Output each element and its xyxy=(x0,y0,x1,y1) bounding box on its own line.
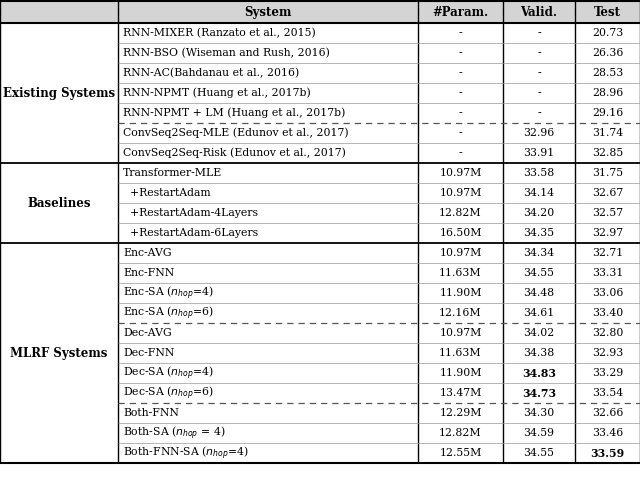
Text: -: - xyxy=(459,28,462,38)
Text: -: - xyxy=(537,28,541,38)
Text: Enc-FNN: Enc-FNN xyxy=(123,268,174,278)
Text: -: - xyxy=(459,68,462,78)
Text: 29.16: 29.16 xyxy=(592,108,623,118)
Text: -: - xyxy=(459,128,462,138)
Text: #Param.: #Param. xyxy=(433,5,488,18)
Text: 26.36: 26.36 xyxy=(592,48,623,58)
Text: 16.50M: 16.50M xyxy=(439,228,482,238)
Text: Dec-FNN: Dec-FNN xyxy=(123,348,174,358)
Text: Enc-SA ($n_{hop}$=6): Enc-SA ($n_{hop}$=6) xyxy=(123,304,214,322)
Text: -: - xyxy=(537,48,541,58)
Text: 32.80: 32.80 xyxy=(592,328,623,338)
Text: 34.20: 34.20 xyxy=(524,208,555,218)
Text: 12.82M: 12.82M xyxy=(439,208,482,218)
Text: 12.82M: 12.82M xyxy=(439,428,482,438)
Text: 28.96: 28.96 xyxy=(592,88,623,98)
Text: ConvSeq2Seq-Risk (Edunov et al., 2017): ConvSeq2Seq-Risk (Edunov et al., 2017) xyxy=(123,148,346,158)
Text: 32.96: 32.96 xyxy=(524,128,555,138)
Text: 34.73: 34.73 xyxy=(522,387,556,398)
Text: 34.48: 34.48 xyxy=(524,288,555,298)
Text: RNN-NPMT + LM (Huang et al., 2017b): RNN-NPMT + LM (Huang et al., 2017b) xyxy=(123,108,346,119)
Text: 31.74: 31.74 xyxy=(592,128,623,138)
Text: 10.97M: 10.97M xyxy=(439,168,482,178)
Text: 32.71: 32.71 xyxy=(592,248,623,258)
Text: 11.90M: 11.90M xyxy=(439,368,482,378)
Text: System: System xyxy=(244,5,292,18)
Text: 32.67: 32.67 xyxy=(592,188,623,198)
Text: 10.97M: 10.97M xyxy=(439,248,482,258)
Text: Both-SA ($n_{hop}$ = 4): Both-SA ($n_{hop}$ = 4) xyxy=(123,424,225,442)
Text: 12.16M: 12.16M xyxy=(439,308,482,318)
Text: 33.29: 33.29 xyxy=(592,368,623,378)
Text: -: - xyxy=(459,148,462,158)
Text: 34.14: 34.14 xyxy=(524,188,555,198)
Text: 12.29M: 12.29M xyxy=(439,408,482,418)
Text: 32.97: 32.97 xyxy=(592,228,623,238)
Text: 20.73: 20.73 xyxy=(592,28,623,38)
Text: 33.91: 33.91 xyxy=(524,148,555,158)
Text: 33.31: 33.31 xyxy=(592,268,623,278)
Text: Test: Test xyxy=(594,5,621,18)
Text: 33.54: 33.54 xyxy=(592,388,623,398)
Text: 34.30: 34.30 xyxy=(524,408,555,418)
Text: 34.55: 34.55 xyxy=(524,448,554,458)
Text: 32.57: 32.57 xyxy=(592,208,623,218)
Text: Both-FNN: Both-FNN xyxy=(123,408,179,418)
Text: Dec-AVG: Dec-AVG xyxy=(123,328,172,338)
Text: 31.75: 31.75 xyxy=(592,168,623,178)
Text: Baselines: Baselines xyxy=(28,197,91,210)
Text: MLRF Systems: MLRF Systems xyxy=(10,347,108,360)
Text: -: - xyxy=(459,88,462,98)
Text: Transformer-MLE: Transformer-MLE xyxy=(123,168,222,178)
Text: -: - xyxy=(537,88,541,98)
Text: -: - xyxy=(459,108,462,118)
Text: 11.90M: 11.90M xyxy=(439,288,482,298)
Text: RNN-AC(Bahdanau et al., 2016): RNN-AC(Bahdanau et al., 2016) xyxy=(123,68,300,78)
Text: 32.66: 32.66 xyxy=(592,408,623,418)
Text: 34.38: 34.38 xyxy=(524,348,555,358)
Text: 32.93: 32.93 xyxy=(592,348,623,358)
Text: 33.59: 33.59 xyxy=(591,448,625,459)
Text: 34.55: 34.55 xyxy=(524,268,554,278)
Text: 34.83: 34.83 xyxy=(522,368,556,378)
Text: Enc-AVG: Enc-AVG xyxy=(123,248,172,258)
Text: RNN-MIXER (Ranzato et al., 2015): RNN-MIXER (Ranzato et al., 2015) xyxy=(123,28,316,38)
Text: Both-FNN-SA ($n_{hop}$=4): Both-FNN-SA ($n_{hop}$=4) xyxy=(123,444,249,462)
Text: 34.02: 34.02 xyxy=(524,328,555,338)
Text: ConvSeq2Seq-MLE (Edunov et al., 2017): ConvSeq2Seq-MLE (Edunov et al., 2017) xyxy=(123,127,349,138)
Text: +RestartAdam: +RestartAdam xyxy=(123,188,211,198)
Text: -: - xyxy=(537,68,541,78)
Text: Valid.: Valid. xyxy=(520,5,557,18)
Text: 11.63M: 11.63M xyxy=(439,268,482,278)
Text: 34.61: 34.61 xyxy=(524,308,555,318)
Text: Existing Systems: Existing Systems xyxy=(3,87,115,100)
Text: RNN-NPMT (Huang et al., 2017b): RNN-NPMT (Huang et al., 2017b) xyxy=(123,88,311,98)
Text: 28.53: 28.53 xyxy=(592,68,623,78)
Text: 34.34: 34.34 xyxy=(524,248,555,258)
Text: 34.59: 34.59 xyxy=(524,428,554,438)
Text: 12.55M: 12.55M xyxy=(439,448,482,458)
Text: -: - xyxy=(459,48,462,58)
Text: 33.40: 33.40 xyxy=(592,308,623,318)
Text: 33.06: 33.06 xyxy=(592,288,623,298)
Text: -: - xyxy=(537,108,541,118)
Text: Dec-SA ($n_{hop}$=6): Dec-SA ($n_{hop}$=6) xyxy=(123,384,214,402)
Text: 33.46: 33.46 xyxy=(592,428,623,438)
Text: 13.47M: 13.47M xyxy=(439,388,482,398)
Text: 34.35: 34.35 xyxy=(524,228,555,238)
Text: Enc-SA ($n_{hop}$=4): Enc-SA ($n_{hop}$=4) xyxy=(123,284,214,302)
Text: +RestartAdam-4Layers: +RestartAdam-4Layers xyxy=(123,208,258,218)
Text: 10.97M: 10.97M xyxy=(439,188,482,198)
Text: Dec-SA ($n_{hop}$=4): Dec-SA ($n_{hop}$=4) xyxy=(123,365,214,381)
Text: 33.58: 33.58 xyxy=(524,168,555,178)
Text: 10.97M: 10.97M xyxy=(439,328,482,338)
Text: +RestartAdam-6Layers: +RestartAdam-6Layers xyxy=(123,228,258,238)
Text: 11.63M: 11.63M xyxy=(439,348,482,358)
Bar xyxy=(0,1,640,23)
Text: RNN-BSO (Wiseman and Rush, 2016): RNN-BSO (Wiseman and Rush, 2016) xyxy=(123,48,330,58)
Text: 32.85: 32.85 xyxy=(592,148,623,158)
